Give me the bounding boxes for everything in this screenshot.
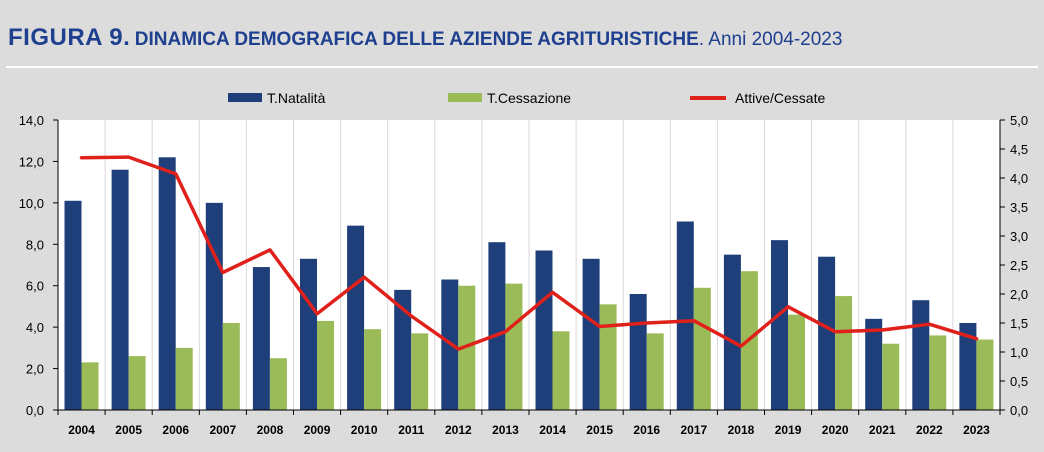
bar-natalita	[488, 242, 506, 410]
left-tick-label: 0,0	[26, 403, 44, 418]
figure-main-title: DINAMICA DEMOGRAFICA DELLE AZIENDE AGRIT…	[134, 29, 699, 50]
bar-cessazione	[552, 331, 570, 410]
bar-natalita	[629, 294, 647, 410]
legend-label-natalita: T.Natalità	[267, 90, 326, 106]
x-tick-label: 2022	[916, 423, 943, 437]
bar-natalita	[959, 323, 977, 410]
left-tick-label: 4,0	[26, 320, 44, 335]
bar-cessazione	[128, 356, 146, 410]
bar-cessazione	[835, 296, 853, 410]
x-tick-label: 2004	[68, 423, 95, 437]
left-tick-label: 10,0	[19, 196, 44, 211]
bar-cessazione	[929, 335, 947, 410]
right-tick-label: 2,0	[1010, 287, 1028, 302]
line-attive-cessate	[79, 155, 979, 351]
left-tick-label: 2,0	[26, 362, 44, 377]
x-tick-label: 2017	[680, 423, 707, 437]
right-tick-label: 1,5	[1010, 316, 1028, 331]
x-tick-label: 2021	[869, 423, 896, 437]
right-tick-label: 0,5	[1010, 374, 1028, 389]
right-tick-label: 4,0	[1010, 171, 1028, 186]
x-tick-label: 2015	[586, 423, 613, 437]
bar-natalita	[111, 169, 129, 410]
bar-cessazione	[788, 314, 805, 410]
left-tick-label: 6,0	[26, 279, 44, 294]
right-tick-label: 0,0	[1010, 403, 1028, 418]
bar-cessazione	[646, 333, 664, 410]
bar-natalita	[64, 200, 82, 410]
legend-label-cessazione: T.Cessazione	[487, 90, 571, 106]
x-tick-label: 2010	[351, 423, 378, 437]
x-tick-label: 2014	[539, 423, 566, 437]
x-tick-label: 2023	[963, 423, 990, 437]
x-tick-label: 2019	[775, 423, 802, 437]
bar-natalita	[865, 318, 883, 410]
title-divider	[6, 66, 1038, 68]
bar-natalita	[158, 157, 176, 410]
bar-cessazione	[175, 347, 193, 410]
x-tick-label: 2008	[257, 423, 284, 437]
bar-cessazione	[976, 339, 994, 410]
bar-natalita	[347, 225, 365, 410]
bar-natalita	[252, 267, 270, 410]
bar-natalita	[205, 202, 223, 410]
right-tick-label: 5,0	[1010, 113, 1028, 128]
figure-subtitle: . Anni 2004-2023	[698, 29, 843, 50]
legend-swatch-cessazione	[448, 93, 482, 102]
bar-cessazione	[364, 329, 382, 410]
right-tick-label: 2,5	[1010, 258, 1028, 273]
bar-cessazione	[505, 283, 523, 410]
left-tick-label: 14,0	[19, 113, 44, 128]
bar-cessazione	[458, 285, 476, 410]
x-tick-label: 2018	[728, 423, 755, 437]
bar-cessazione	[317, 320, 334, 410]
bar-natalita	[535, 250, 553, 410]
bar-natalita	[771, 240, 788, 410]
bar-cessazione	[693, 287, 711, 410]
x-tick-label: 2009	[304, 423, 331, 437]
x-tick-label: 2016	[633, 423, 660, 437]
bar-cessazione	[222, 323, 240, 410]
bar-natalita	[818, 256, 836, 410]
bar-cessazione	[882, 343, 900, 410]
bar-natalita	[300, 258, 317, 410]
bar-natalita	[723, 254, 741, 410]
figure-title: FIGURA 9. DINAMICA DEMOGRAFICA DELLE AZI…	[8, 26, 842, 50]
left-tick-label: 8,0	[26, 237, 44, 252]
bar-natalita	[676, 221, 694, 410]
bar-cessazione	[411, 333, 429, 410]
figure-label: FIGURA 9.	[8, 24, 131, 51]
x-tick-label: 2005	[115, 423, 142, 437]
right-tick-label: 1,0	[1010, 345, 1028, 360]
bar-cessazione	[269, 358, 287, 410]
bar-natalita	[912, 300, 930, 410]
legend-label-attive-cessate: Attive/Cessate	[735, 90, 825, 106]
bar-natalita	[394, 289, 412, 410]
x-tick-label: 2013	[492, 423, 519, 437]
right-tick-label: 4,5	[1010, 142, 1028, 157]
right-tick-label: 3,5	[1010, 200, 1028, 215]
right-tick-label: 3,0	[1010, 229, 1028, 244]
left-tick-label: 12,0	[19, 154, 44, 169]
x-tick-label: 2012	[445, 423, 472, 437]
x-tick-label: 2011	[398, 423, 424, 437]
bar-cessazione	[81, 362, 99, 410]
x-tick-label: 2006	[162, 423, 189, 437]
bar-natalita	[582, 258, 600, 410]
x-tick-label: 2007	[209, 423, 236, 437]
legend-swatch-natalita	[228, 93, 262, 102]
bar-cessazione	[599, 304, 617, 410]
x-tick-label: 2020	[822, 423, 849, 437]
